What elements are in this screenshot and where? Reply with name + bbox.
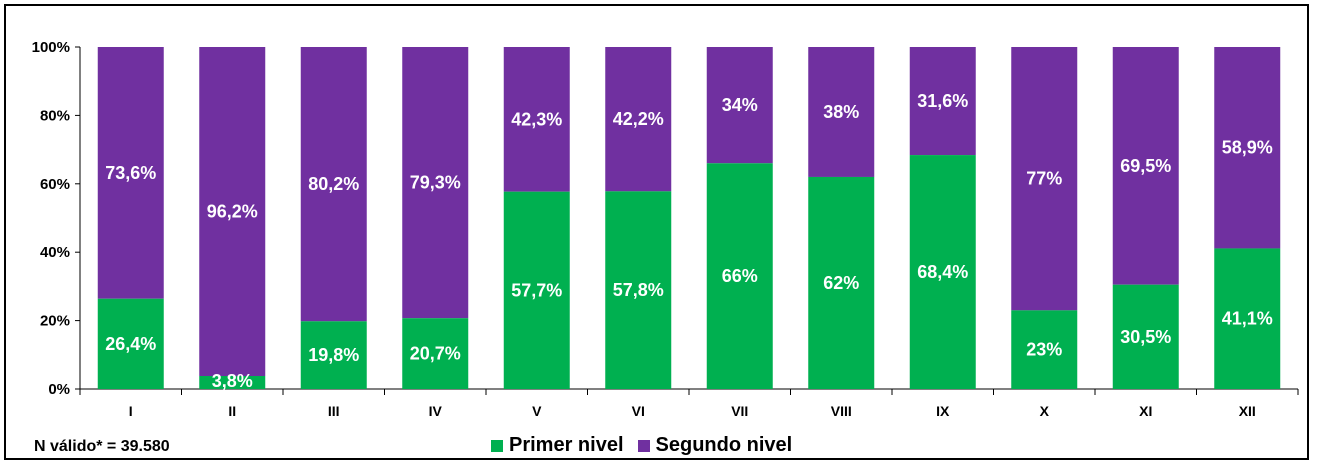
data-label-primer: 19,8%: [308, 345, 359, 365]
data-label-primer: 23%: [1026, 340, 1062, 360]
bar-primer-nivel: [402, 318, 469, 389]
bar-primer-nivel: [1112, 284, 1179, 389]
x-tick-label: VI: [632, 403, 645, 419]
bar-segundo-nivel: [199, 47, 266, 377]
bar-segundo-nivel: [97, 47, 164, 299]
data-label-segundo: 58,9%: [1222, 138, 1273, 158]
bar-primer-nivel: [97, 298, 164, 389]
data-label-segundo: 31,6%: [917, 91, 968, 111]
data-label-segundo: 42,2%: [613, 109, 664, 129]
data-label-primer: 20,7%: [410, 344, 461, 364]
y-tick-label: 20%: [40, 313, 70, 330]
legend-swatch-primer: [491, 439, 503, 452]
x-tick-label: XII: [1239, 403, 1256, 419]
y-tick-label: 100%: [32, 39, 70, 56]
bar-primer-nivel: [909, 155, 976, 389]
x-tick-label: IX: [936, 403, 950, 419]
data-label-segundo: 77%: [1026, 169, 1062, 189]
legend-label-primer: Primer nivel: [509, 434, 624, 456]
bar-segundo-nivel: [1011, 47, 1078, 311]
bar-segundo-nivel: [1214, 47, 1281, 249]
bar-segundo-nivel: [808, 47, 875, 177]
data-label-primer: 57,7%: [511, 280, 562, 300]
x-tick-label: VIII: [831, 403, 852, 419]
data-label-primer: 57,8%: [613, 280, 664, 300]
legend-label-segundo: Segundo nivel: [655, 434, 793, 456]
legend: Primer nivel Segundo nivel: [491, 434, 806, 457]
data-label-segundo: 80,2%: [308, 174, 359, 194]
bar-segundo-nivel: [909, 47, 976, 156]
data-label-segundo: 79,3%: [410, 173, 461, 193]
x-tick-label: II: [228, 403, 236, 419]
bar-segundo-nivel: [503, 47, 570, 192]
data-label-primer: 62%: [823, 273, 859, 293]
x-tick-label: XI: [1139, 403, 1152, 419]
bar-segundo-nivel: [605, 47, 672, 192]
data-label-segundo: 69,5%: [1120, 156, 1171, 176]
bar-primer-nivel: [1011, 310, 1078, 389]
sample-size-note: N válido* = 39.580: [34, 438, 170, 455]
y-tick-label: 40%: [40, 244, 70, 261]
y-tick-label: 0%: [48, 381, 70, 398]
bar-segundo-nivel: [1112, 47, 1179, 285]
x-tick-label: V: [532, 403, 542, 419]
x-tick-label: VII: [731, 403, 748, 419]
legend-swatch-segundo: [637, 439, 650, 452]
data-label-segundo: 96,2%: [207, 202, 258, 222]
data-label-segundo: 34%: [722, 95, 758, 115]
bar-primer-nivel: [808, 176, 875, 389]
data-label-primer: 68,4%: [917, 262, 968, 282]
bar-primer-nivel: [1214, 248, 1281, 389]
data-label-primer: 30,5%: [1120, 327, 1171, 347]
x-tick-label: X: [1040, 403, 1050, 419]
data-label-segundo: 73,6%: [105, 163, 156, 183]
data-label-primer: 3,8%: [212, 371, 253, 391]
legend-item-primer: Primer nivel: [491, 434, 624, 457]
x-tick-label: III: [328, 403, 340, 419]
x-tick-label: I: [129, 403, 133, 419]
bar-segundo-nivel: [300, 47, 367, 322]
data-label-segundo: 42,3%: [511, 109, 562, 129]
bar-primer-nivel: [605, 191, 672, 389]
bar-primer-nivel: [199, 376, 266, 389]
y-tick-label: 80%: [40, 107, 70, 124]
bar-segundo-nivel: [402, 47, 469, 319]
data-label-primer: 26,4%: [105, 334, 156, 354]
x-tick-label: IV: [429, 403, 443, 419]
bar-primer-nivel: [706, 163, 773, 389]
data-label-primer: 66%: [722, 266, 758, 286]
legend-item-segundo: Segundo nivel: [637, 434, 793, 457]
data-label-primer: 41,1%: [1222, 309, 1273, 329]
bar-primer-nivel: [300, 321, 367, 389]
data-label-segundo: 38%: [823, 102, 859, 122]
y-tick-label: 60%: [40, 176, 70, 193]
bar-segundo-nivel: [706, 47, 773, 164]
bar-primer-nivel: [503, 191, 570, 389]
